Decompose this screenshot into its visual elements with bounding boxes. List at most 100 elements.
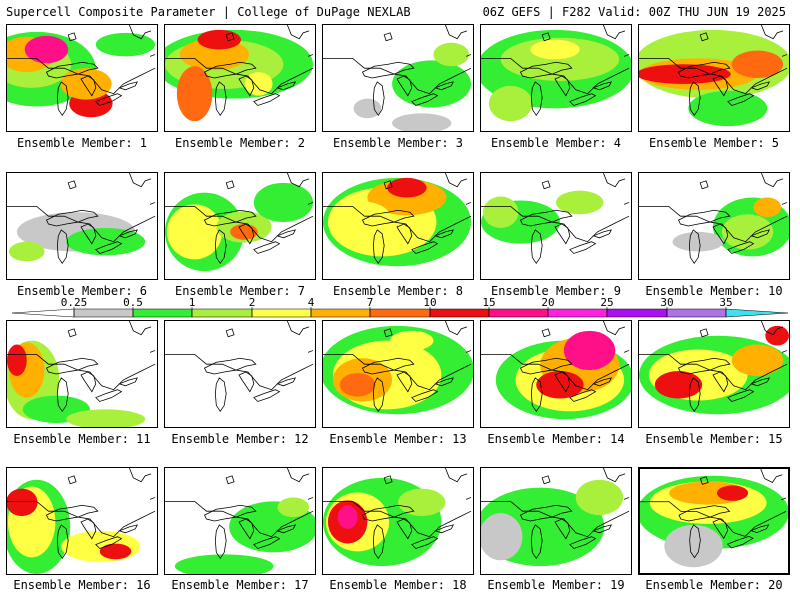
scp-contour-blob [176, 66, 213, 122]
colorbar-segment [666, 308, 727, 318]
coastline [67, 173, 156, 205]
member-label: Ensemble Member: 10 [645, 284, 783, 298]
scp-contour-blob [392, 60, 472, 108]
scp-contour-blob [664, 524, 723, 568]
ensemble-map-panel [480, 467, 632, 575]
great-lakes-outline [361, 357, 455, 413]
colorbar-segment [429, 308, 490, 318]
scp-contour-blob [392, 113, 452, 131]
scp-contour-blob [753, 197, 782, 218]
coastline [699, 469, 787, 501]
color-scale-bar: 0.25 0.5 1 2 4 7 10 15 20 25 30 35 [11, 297, 789, 318]
member-label: Ensemble Member: 9 [490, 284, 622, 298]
colorbar-tick-label: 30 [660, 297, 673, 309]
scp-contour-blob [536, 371, 584, 399]
ensemble-map-panel [480, 320, 632, 428]
border-line [640, 501, 787, 537]
scp-contour-blob [230, 224, 258, 240]
border-line [323, 353, 472, 391]
great-lakes-outline [677, 61, 771, 117]
scp-field-map [7, 25, 156, 118]
coastline [541, 173, 630, 205]
border-line [481, 353, 630, 391]
great-lakes-outline [45, 61, 139, 117]
scp-contour-blob [99, 543, 132, 560]
scp-field-map [323, 321, 473, 415]
scp-contour-blob [61, 530, 141, 563]
border-line [7, 205, 156, 243]
scp-contour-blob [277, 497, 310, 518]
great-lakes-outline [678, 505, 770, 559]
colorbar-segment [73, 308, 134, 318]
border-line [323, 57, 472, 95]
scp-contour-blob [24, 35, 69, 64]
coastline [67, 468, 156, 500]
border-line [165, 205, 314, 243]
member-label: Ensemble Member: 7 [174, 284, 306, 298]
member-label: Ensemble Member: 14 [487, 432, 625, 446]
scp-contour-blob [433, 42, 470, 67]
great-lakes-outline [203, 504, 297, 560]
scp-contour-blob [66, 409, 146, 427]
colorbar-segment [369, 308, 431, 318]
border-line [639, 205, 788, 243]
scp-contour-blob [390, 330, 434, 351]
scp-contour-blob [765, 325, 789, 346]
member-label: Ensemble Member: 20 [645, 578, 783, 592]
scp-contour-blob [166, 204, 223, 260]
great-lakes-outline [677, 357, 771, 413]
scp-field-map [481, 25, 631, 122]
scp-contour-blob [95, 32, 156, 57]
scp-contour-blob [337, 505, 358, 529]
coastline [541, 25, 630, 57]
scp-contour-blob [387, 177, 427, 198]
coastline [225, 173, 314, 205]
scp-field-map [323, 468, 472, 567]
scp-contour-blob [721, 214, 774, 250]
border-line [639, 353, 788, 391]
member-label: Ensemble Member: 18 [329, 578, 467, 592]
scp-contour-blob [253, 182, 314, 223]
scp-contour-blob [575, 479, 624, 516]
member-label: Ensemble Member: 2 [174, 136, 306, 150]
scp-contour-blob [482, 196, 519, 228]
member-label: Ensemble Member: 13 [329, 432, 467, 446]
colorbar-tick-label: 0.25 [61, 297, 88, 309]
scp-contour-blob [481, 513, 523, 561]
great-lakes-outline [361, 209, 455, 265]
great-lakes-outline [45, 209, 139, 265]
scp-field-map [481, 468, 630, 567]
member-label: Ensemble Member: 3 [332, 136, 464, 150]
member-label: Ensemble Member: 6 [16, 284, 148, 298]
scp-field-map [639, 173, 789, 265]
coastline [699, 173, 788, 205]
colorbar-segment [488, 308, 549, 318]
scp-field-map [165, 25, 314, 122]
coastline [541, 468, 630, 500]
scp-contour-blob [353, 98, 382, 119]
scp-field-map [639, 25, 789, 127]
member-label: Ensemble Member: 17 [171, 578, 309, 592]
colorbar-tick-label: 20 [541, 297, 554, 309]
scp-contour-blob [672, 231, 724, 252]
coastline [699, 25, 788, 57]
ensemble-map-panel [322, 24, 474, 132]
ensemble-map-panel [164, 172, 316, 280]
ensemble-map-panel [480, 172, 632, 280]
member-label: Ensemble Member: 4 [490, 136, 622, 150]
member-label: Ensemble Member: 5 [648, 136, 780, 150]
scp-contour-blob [488, 85, 533, 122]
coastline [225, 468, 314, 500]
scp-contour-blob [731, 344, 784, 376]
colorbar-tick-label: 7 [367, 297, 374, 309]
colorbar-tick-label: 2 [249, 297, 256, 309]
coastline [383, 321, 472, 353]
ensemble-map-panel [6, 467, 158, 575]
scp-contour-blob [174, 554, 274, 574]
scp-contour-blob [197, 29, 241, 50]
ensemble-map-panel [322, 172, 474, 280]
coastline [225, 321, 314, 353]
coastline [67, 321, 156, 353]
ensemble-map-panel [164, 320, 316, 428]
colorbar-tick-label: 25 [600, 297, 613, 309]
